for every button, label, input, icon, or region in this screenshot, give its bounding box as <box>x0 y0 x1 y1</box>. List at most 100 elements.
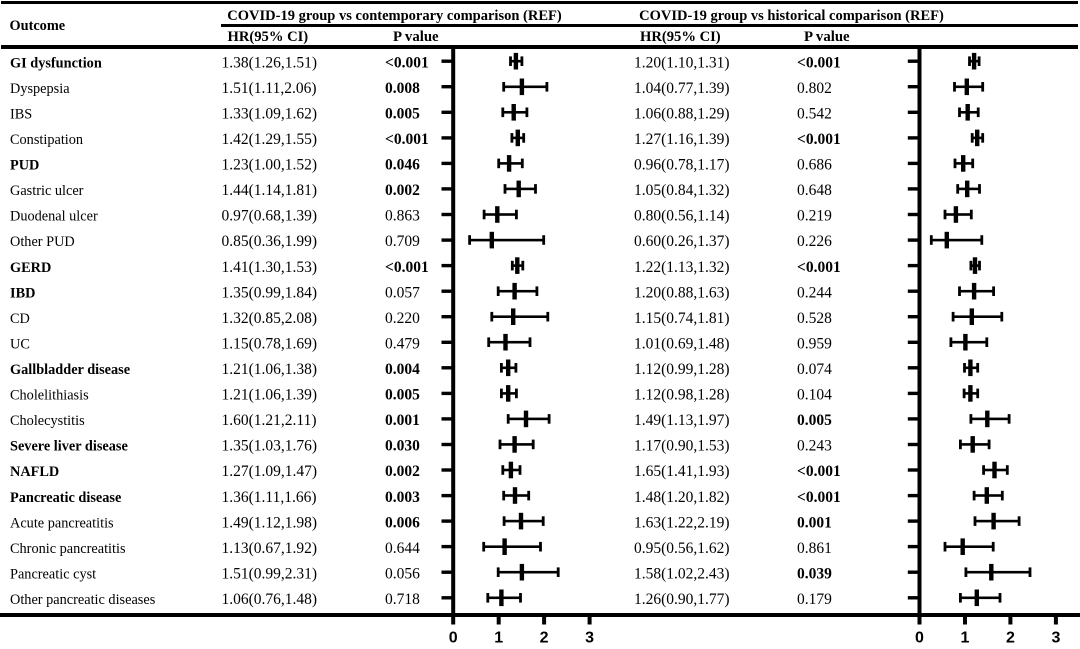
svg-text:0.030: 0.030 <box>385 438 420 455</box>
svg-text:1.12(0.99,1.28): 1.12(0.99,1.28) <box>634 361 730 378</box>
svg-text:0: 0 <box>449 629 458 644</box>
svg-text:Chronic pancreatitis: Chronic pancreatitis <box>10 541 126 557</box>
svg-text:Dyspepsia: Dyspepsia <box>10 81 70 97</box>
svg-text:0.244: 0.244 <box>797 284 832 301</box>
svg-text:Gallbladder disease: Gallbladder disease <box>10 362 130 378</box>
svg-text:1.21(1.06,1.39): 1.21(1.06,1.39) <box>222 387 318 404</box>
svg-text:1.06(0.88,1.29): 1.06(0.88,1.29) <box>634 106 730 123</box>
svg-text:<0.001: <0.001 <box>385 259 429 276</box>
svg-text:<0.001: <0.001 <box>385 54 429 71</box>
svg-text:0.003: 0.003 <box>385 489 420 506</box>
svg-text:Gastric ulcer: Gastric ulcer <box>10 183 84 199</box>
svg-text:COVID-19 group vs contemporary: COVID-19 group vs contemporary compariso… <box>227 8 562 24</box>
svg-text:IBS: IBS <box>10 107 32 123</box>
svg-text:1.20(1.10,1.31): 1.20(1.10,1.31) <box>634 54 730 71</box>
svg-text:1.36(1.11,1.66): 1.36(1.11,1.66) <box>222 489 317 506</box>
svg-text:HR(95% CI): HR(95% CI) <box>640 29 721 45</box>
svg-text:3: 3 <box>585 629 594 644</box>
svg-text:NAFLD: NAFLD <box>10 464 59 480</box>
svg-text:0.718: 0.718 <box>385 591 420 608</box>
svg-text:Other pancreatic diseases: Other pancreatic diseases <box>10 592 156 608</box>
svg-text:Severe liver disease: Severe liver disease <box>10 439 128 455</box>
svg-text:0.85(0.36,1.99): 0.85(0.36,1.99) <box>222 233 318 250</box>
svg-text:P value: P value <box>393 29 439 45</box>
svg-text:1.65(1.41,1.93): 1.65(1.41,1.93) <box>634 463 730 480</box>
svg-text:1: 1 <box>494 629 503 644</box>
svg-text:0.959: 0.959 <box>797 335 832 352</box>
svg-text:UC: UC <box>10 336 30 352</box>
svg-text:0.039: 0.039 <box>797 565 832 582</box>
svg-text:Outcome: Outcome <box>10 18 66 34</box>
svg-text:0.95(0.56,1.62): 0.95(0.56,1.62) <box>634 540 730 557</box>
svg-text:0.220: 0.220 <box>385 310 420 327</box>
svg-text:0: 0 <box>915 629 924 644</box>
svg-text:0.057: 0.057 <box>385 284 420 301</box>
svg-text:1.15(0.74,1.81): 1.15(0.74,1.81) <box>634 310 730 327</box>
svg-text:1.27(1.09,1.47): 1.27(1.09,1.47) <box>222 463 318 480</box>
svg-text:0.96(0.78,1.17): 0.96(0.78,1.17) <box>634 157 730 174</box>
svg-text:0.046: 0.046 <box>385 157 420 174</box>
svg-text:1.42(1.29,1.55): 1.42(1.29,1.55) <box>222 131 318 148</box>
svg-text:0.648: 0.648 <box>797 182 832 199</box>
svg-text:1.21(1.06,1.38): 1.21(1.06,1.38) <box>222 361 318 378</box>
svg-text:CD: CD <box>10 311 30 327</box>
svg-text:1.60(1.21,2.11): 1.60(1.21,2.11) <box>222 412 317 429</box>
svg-text:1.35(0.99,1.84): 1.35(0.99,1.84) <box>222 284 318 301</box>
svg-text:0.80(0.56,1.14): 0.80(0.56,1.14) <box>634 208 730 225</box>
svg-text:0.226: 0.226 <box>797 233 832 250</box>
svg-text:1.51(1.11,2.06): 1.51(1.11,2.06) <box>222 80 317 97</box>
svg-text:1.48(1.20,1.82): 1.48(1.20,1.82) <box>634 489 730 506</box>
svg-text:0.006: 0.006 <box>385 514 420 531</box>
svg-text:0.179: 0.179 <box>797 591 832 608</box>
svg-text:1.17(0.90,1.53): 1.17(0.90,1.53) <box>634 438 730 455</box>
svg-text:0.001: 0.001 <box>385 412 420 429</box>
svg-text:0.004: 0.004 <box>385 361 420 378</box>
svg-text:1.13(0.67,1.92): 1.13(0.67,1.92) <box>222 540 318 557</box>
svg-text:2: 2 <box>1006 629 1015 644</box>
svg-text:Constipation: Constipation <box>10 132 83 148</box>
svg-text:0.861: 0.861 <box>797 540 832 557</box>
svg-text:Pancreatic disease: Pancreatic disease <box>10 490 121 506</box>
svg-text:0.97(0.68,1.39): 0.97(0.68,1.39) <box>222 208 318 225</box>
svg-text:Other PUD: Other PUD <box>10 234 75 250</box>
svg-text:1.23(1.00,1.52): 1.23(1.00,1.52) <box>222 157 318 174</box>
svg-text:1.01(0.69,1.48): 1.01(0.69,1.48) <box>634 335 730 352</box>
svg-text:2: 2 <box>540 629 549 644</box>
svg-text:1.35(1.03,1.76): 1.35(1.03,1.76) <box>222 438 318 455</box>
svg-text:0.219: 0.219 <box>797 208 832 225</box>
svg-text:1.32(0.85,2.08): 1.32(0.85,2.08) <box>222 310 318 327</box>
svg-text:0.528: 0.528 <box>797 310 832 327</box>
svg-text:1.33(1.09,1.62): 1.33(1.09,1.62) <box>222 106 318 123</box>
svg-text:0.863: 0.863 <box>385 208 420 225</box>
svg-text:0.802: 0.802 <box>797 80 832 97</box>
svg-text:<0.001: <0.001 <box>385 131 429 148</box>
svg-text:COVID-19 group vs historical c: COVID-19 group vs historical comparison … <box>639 8 944 24</box>
svg-text:0.479: 0.479 <box>385 335 420 352</box>
svg-text:1.27(1.16,1.39): 1.27(1.16,1.39) <box>634 131 730 148</box>
svg-text:1.49(1.13,1.97): 1.49(1.13,1.97) <box>634 412 730 429</box>
svg-text:0.005: 0.005 <box>797 412 832 429</box>
svg-text:Pancreatic cyst: Pancreatic cyst <box>10 566 96 582</box>
svg-text:0.644: 0.644 <box>385 540 420 557</box>
svg-text:0.542: 0.542 <box>797 106 832 123</box>
svg-text:1.58(1.02,2.43): 1.58(1.02,2.43) <box>634 565 730 582</box>
svg-text:<0.001: <0.001 <box>797 489 841 506</box>
svg-text:0.008: 0.008 <box>385 80 420 97</box>
svg-text:Cholecystitis: Cholecystitis <box>10 413 85 429</box>
svg-text:1.38(1.26,1.51): 1.38(1.26,1.51) <box>222 54 318 71</box>
svg-text:IBD: IBD <box>10 285 35 301</box>
svg-text:0.002: 0.002 <box>385 182 420 199</box>
svg-text:<0.001: <0.001 <box>797 463 841 480</box>
svg-text:0.005: 0.005 <box>385 387 420 404</box>
svg-text:3: 3 <box>1051 629 1060 644</box>
svg-text:0.056: 0.056 <box>385 565 420 582</box>
svg-text:0.709: 0.709 <box>385 233 420 250</box>
svg-text:1.63(1.22,2.19): 1.63(1.22,2.19) <box>634 514 730 531</box>
svg-text:1.51(0.99,2.31): 1.51(0.99,2.31) <box>222 565 318 582</box>
svg-text:1.06(0.76,1.48): 1.06(0.76,1.48) <box>222 591 318 608</box>
svg-text:1.49(1.12,1.98): 1.49(1.12,1.98) <box>222 514 318 531</box>
svg-text:GERD: GERD <box>10 260 51 276</box>
svg-text:1.15(0.78,1.69): 1.15(0.78,1.69) <box>222 335 318 352</box>
svg-text:1.04(0.77,1.39): 1.04(0.77,1.39) <box>634 80 730 97</box>
svg-text:HR(95% CI): HR(95% CI) <box>228 29 309 45</box>
